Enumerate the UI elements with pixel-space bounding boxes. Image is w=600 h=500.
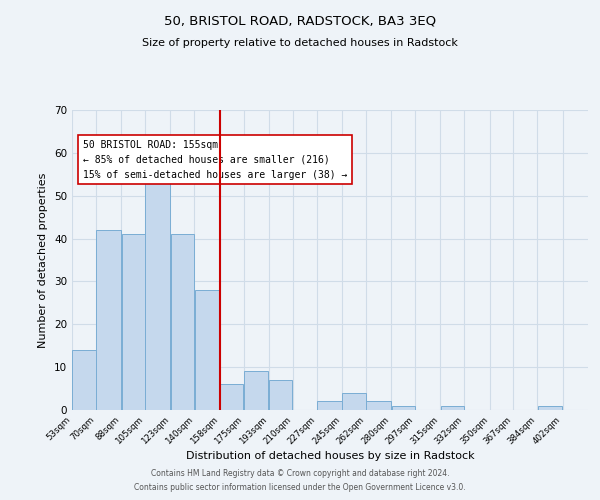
Bar <box>392 406 415 410</box>
Bar <box>269 380 292 410</box>
Bar <box>441 406 464 410</box>
Bar <box>343 393 365 410</box>
Bar <box>96 230 121 410</box>
Bar <box>244 372 268 410</box>
Bar <box>122 234 145 410</box>
Bar <box>317 402 341 410</box>
Text: 50 BRISTOL ROAD: 155sqm
← 85% of detached houses are smaller (216)
15% of semi-d: 50 BRISTOL ROAD: 155sqm ← 85% of detache… <box>83 140 347 179</box>
Bar <box>171 234 194 410</box>
Text: Size of property relative to detached houses in Radstock: Size of property relative to detached ho… <box>142 38 458 48</box>
Bar <box>145 166 170 410</box>
Text: Contains public sector information licensed under the Open Government Licence v3: Contains public sector information licen… <box>134 484 466 492</box>
Bar <box>366 402 391 410</box>
Bar <box>220 384 243 410</box>
Text: 50, BRISTOL ROAD, RADSTOCK, BA3 3EQ: 50, BRISTOL ROAD, RADSTOCK, BA3 3EQ <box>164 15 436 28</box>
X-axis label: Distribution of detached houses by size in Radstock: Distribution of detached houses by size … <box>185 452 475 462</box>
Bar <box>73 350 95 410</box>
Bar <box>194 290 219 410</box>
Bar <box>538 406 562 410</box>
Text: Contains HM Land Registry data © Crown copyright and database right 2024.: Contains HM Land Registry data © Crown c… <box>151 468 449 477</box>
Y-axis label: Number of detached properties: Number of detached properties <box>38 172 49 348</box>
